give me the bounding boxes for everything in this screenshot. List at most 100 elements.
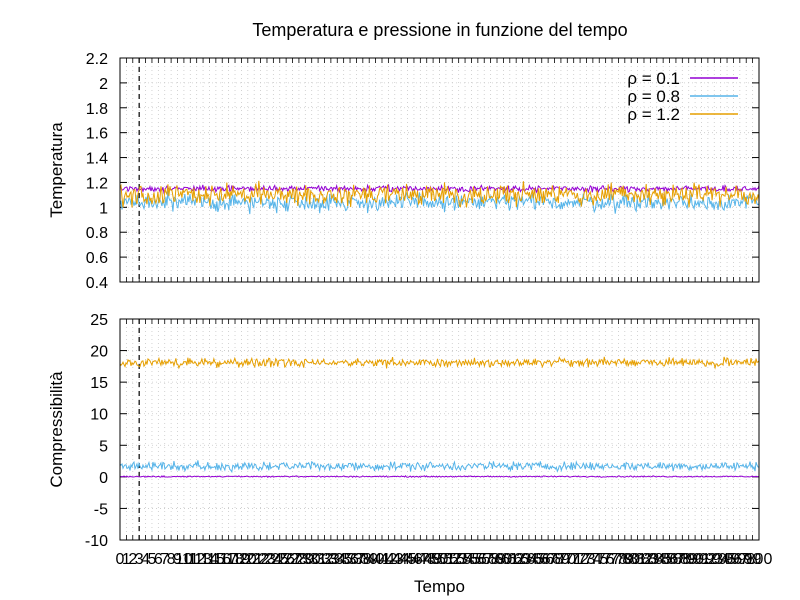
x-tick-label: 15 xyxy=(207,551,225,568)
x-tick-label: 47 xyxy=(411,551,429,568)
x-tick-label: 5 xyxy=(147,551,156,568)
x-tick-label: 35 xyxy=(335,551,353,568)
x-tick-label: 6 xyxy=(154,551,163,568)
x-tick-label: 96 xyxy=(725,551,743,568)
x-tick-label: 86 xyxy=(661,551,679,568)
x-tick-label: 23 xyxy=(258,551,276,568)
x-tick-label: 78 xyxy=(610,551,628,568)
x-tick-label: 33 xyxy=(322,551,340,568)
x-tick-label: 16 xyxy=(213,551,231,568)
x-tick-label: 14 xyxy=(201,551,219,568)
x-tick-label: 38 xyxy=(354,551,372,568)
x-tick-label: 45 xyxy=(399,551,417,568)
x-tick-label: 87 xyxy=(667,551,685,568)
x-tick-label: 79 xyxy=(616,551,634,568)
x-tick-label: 65 xyxy=(526,551,544,568)
y-tick-label: 1.4 xyxy=(86,151,108,168)
y-tick-label: -5 xyxy=(94,501,108,518)
y-tick-label: 0 xyxy=(99,470,108,487)
x-tick-label: 8 xyxy=(167,551,176,568)
x-tick-label: 70 xyxy=(558,551,576,568)
x-tick-label: 94 xyxy=(712,551,730,568)
x-tick-label: 19 xyxy=(233,551,251,568)
x-tick-label: 84 xyxy=(648,551,666,568)
x-tick-label: 55 xyxy=(463,551,481,568)
x-tick-label: 67 xyxy=(539,551,557,568)
x-tick-label: 50 xyxy=(431,551,449,568)
x-tick-label: 31 xyxy=(309,551,327,568)
x-tick-label: 49 xyxy=(424,551,442,568)
x-tick-label: 73 xyxy=(578,551,596,568)
x-tick-label: 99 xyxy=(744,551,762,568)
y-tick-label: 2.2 xyxy=(86,51,108,68)
temperature-panel: 0.4 0.6 0.8 1 1.2 1.4 1.6 1.8 2 2.2 Temperatura ρ =… xyxy=(47,51,760,292)
series-line-3 xyxy=(119,180,760,208)
x-tick-label: 82 xyxy=(635,551,653,568)
x-tick-label: 72 xyxy=(571,551,589,568)
x-tick-label: 62 xyxy=(507,551,525,568)
x-tick-label: 98 xyxy=(737,551,755,568)
y-tick-label: 2 xyxy=(99,76,108,93)
x-tick-label: 3 xyxy=(135,551,144,568)
x-tick-label: 24 xyxy=(264,551,282,568)
x-tick-label: 43 xyxy=(386,551,404,568)
x-tick-label: 20 xyxy=(239,551,257,568)
x-tick-label: 56 xyxy=(469,551,487,568)
x-tick-label: 25 xyxy=(271,551,289,568)
x-tick-label: 18 xyxy=(226,551,244,568)
x-tick-label: 100 xyxy=(746,551,773,568)
y-axis-label: Compressibilità xyxy=(47,371,66,488)
x-tick-label: 12 xyxy=(188,551,206,568)
x-tick-label: 34 xyxy=(328,551,346,568)
x-tick-label: 63 xyxy=(514,551,532,568)
x-tick-label: 68 xyxy=(546,551,564,568)
x-tick-label: 51 xyxy=(437,551,455,568)
x-tick-label: 28 xyxy=(290,551,308,568)
x-tick-label: 76 xyxy=(597,551,615,568)
x-tick-label: 37 xyxy=(348,551,366,568)
x-tick-label: 61 xyxy=(501,551,519,568)
compressibility-panel: -10-505101520250123456789101112131415161… xyxy=(47,312,772,596)
x-tick-label: 60 xyxy=(495,551,513,568)
plot-frame xyxy=(119,318,760,541)
chart-title: Temperatura e pressione in funzione del … xyxy=(252,20,627,40)
y-tick-label: 1.6 xyxy=(86,126,108,143)
x-tick-label: 95 xyxy=(718,551,736,568)
y-tick-label: 20 xyxy=(90,344,108,361)
x-tick-label: 81 xyxy=(629,551,647,568)
x-tick-label: 46 xyxy=(405,551,423,568)
x-tick-label: 4 xyxy=(141,551,150,568)
legend: ρ = 0.1ρ = 0.8ρ = 1.2 xyxy=(627,69,738,124)
x-tick-label: 22 xyxy=(252,551,270,568)
y-tick-label: 5 xyxy=(99,438,108,455)
x-tick-label: 75 xyxy=(590,551,608,568)
y-tick-label: 1.2 xyxy=(86,175,108,192)
x-tick-label: 90 xyxy=(686,551,704,568)
x-tick-label: 97 xyxy=(731,551,749,568)
y-tick-label: 0.4 xyxy=(86,275,108,292)
x-tick-label: 39 xyxy=(360,551,378,568)
y-axis-label: Temperatura xyxy=(47,122,66,218)
x-tick-label: 58 xyxy=(482,551,500,568)
y-tick-label: 10 xyxy=(90,407,108,424)
x-tick-label: 30 xyxy=(303,551,321,568)
x-tick-label: 41 xyxy=(373,551,391,568)
x-tick-label: 91 xyxy=(693,551,711,568)
x-tick-label: 9 xyxy=(173,551,182,568)
y-tick-label: 0.6 xyxy=(86,250,108,267)
x-tick-label: 89 xyxy=(680,551,698,568)
x-tick-label: 85 xyxy=(654,551,672,568)
x-tick-label: 27 xyxy=(284,551,302,568)
x-tick-label: 59 xyxy=(488,551,506,568)
x-tick-label: 21 xyxy=(245,551,263,568)
x-tick-label: 93 xyxy=(705,551,723,568)
series-line-2 xyxy=(119,460,760,474)
x-tick-label: 80 xyxy=(622,551,640,568)
y-tick-label: 1.8 xyxy=(86,101,108,118)
x-tick-label: 1 xyxy=(122,551,131,568)
y-tick-label: -10 xyxy=(85,533,108,550)
x-tick-label: 42 xyxy=(379,551,397,568)
legend-label: ρ = 0.1 xyxy=(627,69,680,88)
x-tick-label: 74 xyxy=(584,551,602,568)
